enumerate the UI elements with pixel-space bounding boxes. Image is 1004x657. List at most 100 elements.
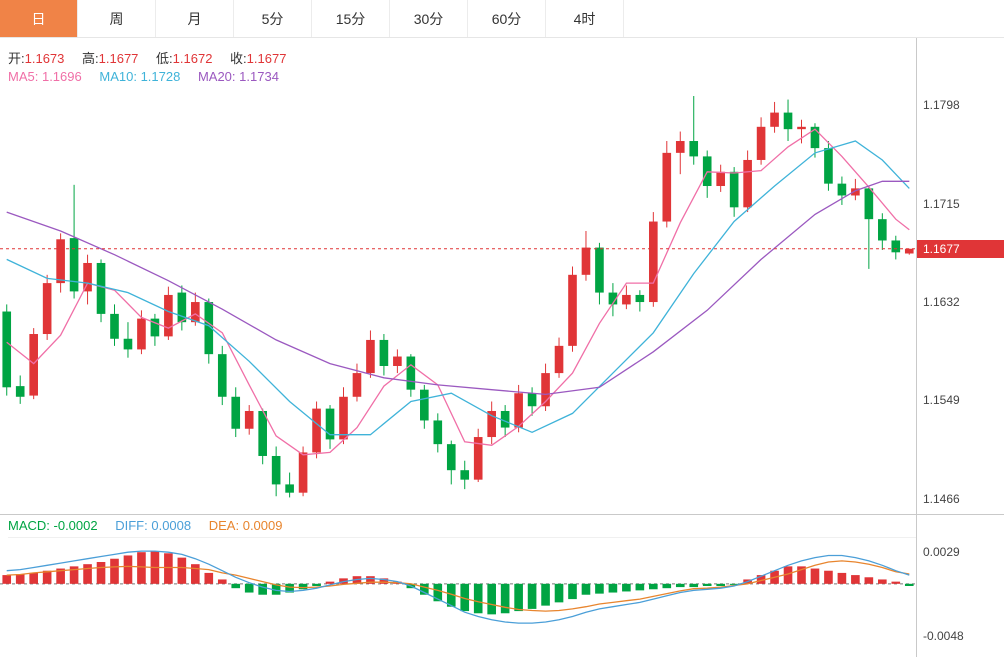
macd-bar: [837, 572, 847, 584]
tab-30min[interactable]: 30分: [390, 0, 468, 37]
candle-body: [2, 311, 12, 388]
candle-body: [635, 294, 645, 303]
macd-bar: [514, 583, 523, 612]
macd-bar: [123, 555, 133, 584]
tab-60min[interactable]: 60分: [468, 0, 546, 37]
tab-week[interactable]: 周: [78, 0, 156, 37]
macd-legend: MACD: -0.0002 DIFF: 0.0008 DEA: 0.0009: [8, 518, 916, 538]
price-axis-label: 1.1798: [923, 98, 960, 113]
candle-body: [878, 219, 887, 241]
candle-body: [487, 410, 496, 438]
candle-body: [500, 410, 510, 428]
macd-bar: [810, 568, 820, 584]
macd-bar: [231, 583, 241, 589]
price-axis-label: 1.1549: [923, 393, 960, 408]
macd-bar: [110, 558, 119, 584]
macd-bar: [689, 583, 699, 588]
period-tabbar: 日周月 5分 15分 30分 60分 4时: [0, 0, 1004, 38]
candle-body: [352, 373, 362, 397]
candle-body: [366, 339, 375, 374]
macd-bar: [783, 566, 793, 584]
candle-body: [904, 248, 914, 254]
macd-bar: [662, 583, 672, 589]
macd-bar: [204, 572, 214, 584]
candle-body: [622, 294, 631, 305]
candle-body: [42, 283, 52, 335]
macd-bar: [298, 583, 308, 590]
tab-4hour[interactable]: 4时: [546, 0, 624, 37]
macd-bar: [258, 583, 267, 595]
candle-body: [473, 437, 483, 480]
macd-bar: [83, 564, 92, 584]
macd-bar: [891, 581, 901, 584]
macd-bar: [15, 574, 25, 584]
macd-bar: [285, 583, 294, 593]
dea-line: [6, 560, 910, 612]
close-value: 1.1677: [246, 51, 287, 66]
diff-label: DIFF:: [115, 518, 148, 533]
high-label: 高:: [82, 51, 99, 66]
macd-bar: [864, 577, 874, 584]
tab-month[interactable]: 月: [156, 0, 234, 37]
candle-body: [891, 240, 901, 253]
macd-bar: [56, 568, 65, 584]
dea-label: DEA:: [208, 518, 240, 533]
candle-body: [608, 292, 618, 305]
tab-15min[interactable]: 15分: [312, 0, 390, 37]
tab-day[interactable]: 日: [0, 0, 78, 37]
macd-bar: [622, 583, 631, 592]
macd-bar: [702, 583, 712, 586]
macd-bar: [446, 583, 456, 607]
macd-bar: [500, 583, 510, 614]
candle-body: [770, 112, 779, 127]
candle-body: [460, 470, 470, 480]
close-label: 收:: [230, 51, 247, 66]
candle-body: [595, 247, 604, 293]
candle-body: [864, 188, 874, 220]
candle-body: [689, 141, 699, 157]
ma10-line: [6, 140, 910, 436]
candle-body: [824, 148, 833, 184]
candle-body: [96, 262, 106, 314]
macd-bar: [824, 570, 833, 584]
diff-value: 0.0008: [151, 518, 192, 533]
macd-value: -0.0002: [53, 518, 98, 533]
candle-body: [743, 159, 752, 208]
price-axis-label: 1.1632: [923, 295, 960, 310]
high-value: 1.1677: [98, 51, 139, 66]
macd-bar: [164, 553, 173, 584]
ma5-line: [6, 128, 910, 456]
candle-body: [568, 274, 577, 346]
macd-bar: [729, 583, 739, 585]
ma10-label: MA10:: [99, 69, 137, 84]
candlestick-plot[interactable]: [0, 38, 916, 514]
macd-bar: [568, 583, 577, 600]
candle-body: [554, 345, 564, 374]
candle-body: [649, 221, 658, 303]
candle-body: [164, 294, 173, 337]
diff-line: [6, 550, 910, 624]
candle-body: [339, 396, 348, 440]
macd-plot[interactable]: [0, 538, 916, 657]
macd-bar: [595, 583, 604, 594]
dea-value: 0.0009: [242, 518, 283, 533]
macd-bar: [541, 583, 550, 606]
macd-bar: [69, 566, 79, 584]
ma20-label: MA20:: [197, 69, 236, 84]
macd-bar: [675, 583, 685, 588]
current-price-badge: 1.1677: [917, 239, 1004, 258]
price-axis-label: 1.1715: [923, 196, 960, 211]
open-value: 1.1673: [24, 51, 65, 66]
candle-body: [446, 444, 456, 471]
candle-body: [662, 152, 672, 222]
candle-body: [110, 313, 119, 339]
macd-bar: [325, 581, 335, 584]
candle-body: [258, 410, 267, 456]
macd-label: MACD:: [8, 518, 50, 533]
candle-body: [298, 452, 308, 493]
tab-5min[interactable]: 5分: [234, 0, 312, 37]
ma20-value: 1.1734: [239, 69, 279, 84]
ma10-value: 1.1728: [140, 69, 181, 84]
candle-body: [406, 356, 416, 390]
macd-bar: [379, 578, 389, 584]
